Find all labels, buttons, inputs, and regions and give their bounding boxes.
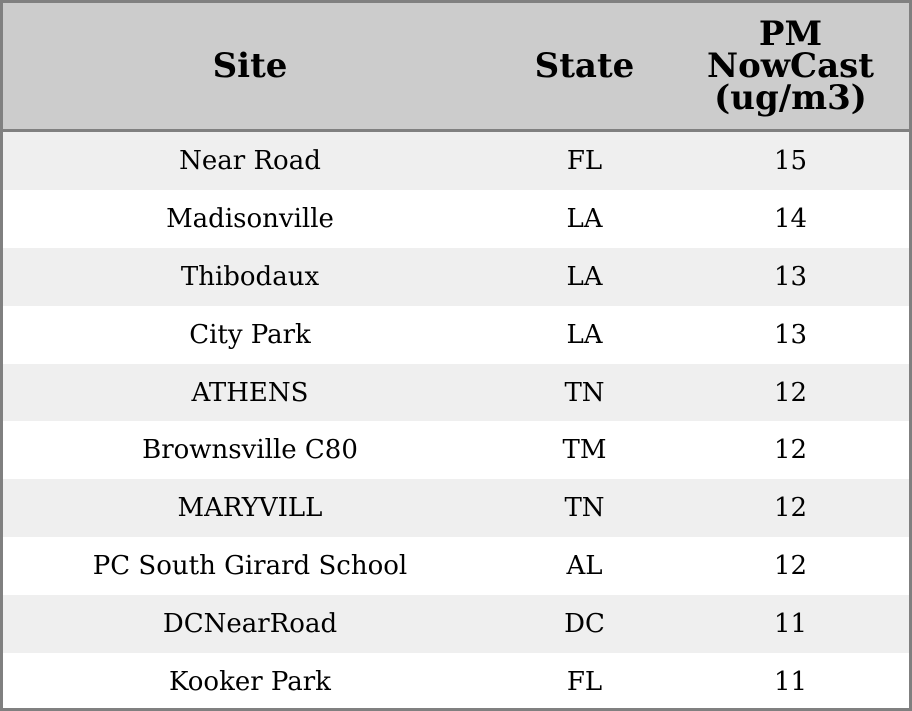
table-row: DCNearRoad DC 11 xyxy=(3,595,909,654)
pm-value-cell: 14 xyxy=(773,203,808,234)
state-cell: DC xyxy=(564,609,605,640)
pm-value-cell: 12 xyxy=(773,551,808,582)
pm-value-cell: 11 xyxy=(773,666,808,697)
site-cell: Madisonville xyxy=(166,203,334,234)
table-body: Near Road FL 15 Madisonville LA 14 Thibodaux LA… xyxy=(3,132,909,708)
table-row: City Park LA 13 xyxy=(3,306,909,364)
pm-value-cell: 12 xyxy=(773,377,808,408)
pm-value-cell: 11 xyxy=(773,609,808,640)
state-cell: TN xyxy=(564,377,605,408)
table-row: PC South Girard School AL 12 xyxy=(3,537,909,595)
state-cell: TM xyxy=(562,435,607,466)
state-cell: LA xyxy=(566,319,603,350)
site-cell: Brownsville C80 xyxy=(142,435,358,466)
pm-value-cell: 12 xyxy=(773,435,808,466)
pm-value-cell: 15 xyxy=(773,145,808,176)
table-row: Kooker Park FL 11 xyxy=(3,653,909,708)
pm-value-cell: 13 xyxy=(773,261,808,292)
pm-value-cell: 12 xyxy=(773,493,808,524)
table-row: MARYVILL TN 12 xyxy=(3,479,909,538)
site-cell: DCNearRoad xyxy=(162,609,338,640)
table-header-row: Site State PM NowCast (ug/m3) xyxy=(3,3,909,132)
site-cell: Near Road xyxy=(179,145,321,176)
site-cell: Thibodaux xyxy=(180,261,320,292)
state-cell: FL xyxy=(566,666,603,697)
state-cell: TN xyxy=(564,493,605,524)
column-header-pm-nowcast: PM NowCast (ug/m3) xyxy=(707,14,874,118)
site-cell: PC South Girard School xyxy=(92,551,408,582)
table-row: Madisonville LA 14 xyxy=(3,190,909,248)
state-cell: AL xyxy=(566,551,603,582)
site-cell: Kooker Park xyxy=(169,666,331,697)
site-cell: ATHENS xyxy=(191,377,309,408)
table-row: Thibodaux LA 13 xyxy=(3,247,909,306)
pm-value-cell: 13 xyxy=(773,319,808,350)
table-row: ATHENS TN 12 xyxy=(3,363,909,422)
state-cell: LA xyxy=(566,261,603,292)
table-row: Brownsville C80 TM 12 xyxy=(3,421,909,479)
column-header-state: State xyxy=(534,46,635,86)
site-cell: City Park xyxy=(189,319,311,350)
state-cell: LA xyxy=(566,203,603,234)
site-cell: MARYVILL xyxy=(177,493,323,524)
table-row: Near Road FL 15 xyxy=(3,132,909,190)
column-header-site: Site xyxy=(212,46,288,86)
state-cell: FL xyxy=(566,145,603,176)
